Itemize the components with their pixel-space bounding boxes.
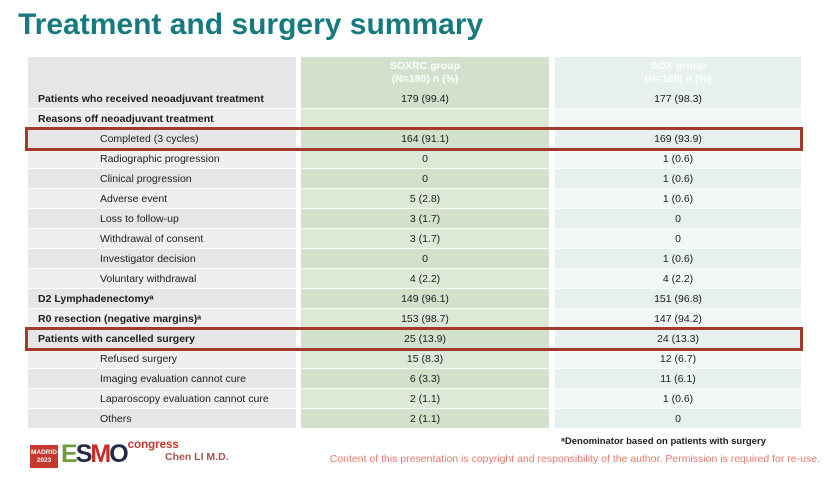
soxrc-group-name: SOXRC group [390, 59, 460, 72]
sox-value: 1 (0.6) [555, 249, 801, 269]
soxrc-value: 2 (1.1) [301, 409, 549, 429]
row-label: Loss to follow-up [28, 209, 296, 229]
esmo-congress-logo: MADRID 2023 ESMO congress [30, 439, 179, 468]
row-label: D2 Lymphadenectomyᵃ [28, 289, 296, 309]
sox-value: 4 (2.2) [555, 269, 801, 289]
esmo-letter-e: E [61, 440, 78, 468]
soxrc-value [301, 109, 549, 129]
esmo-letter-m: M [90, 440, 111, 468]
esmo-letter-o: O [109, 440, 129, 468]
esmo-letter-s: S [75, 440, 93, 468]
table-row: Radiographic progression 0 1 (0.6) [28, 149, 801, 169]
soxrc-value: 3 (1.7) [301, 229, 549, 249]
sox-value: 147 (94.2) [555, 309, 801, 329]
soxrc-value: 2 (1.1) [301, 389, 549, 409]
sox-group-n: (N=180) n (%) [644, 73, 712, 85]
sox-value: 1 (0.6) [555, 149, 801, 169]
row-label: Completed (3 cycles) [28, 129, 296, 149]
table-row: Refused surgery 15 (8.3) 12 (6.7) [28, 349, 801, 369]
table-row: Reasons off neoadjuvant treatment [28, 109, 801, 129]
row-label: Radiographic progression [28, 149, 296, 169]
row-label: Others [28, 409, 296, 429]
row-label: Patients who received neoadjuvant treatm… [28, 89, 296, 109]
soxrc-value: 0 [301, 149, 549, 169]
table-row-highlighted: Patients with cancelled surgery 25 (13.9… [25, 327, 803, 351]
row-label: Voluntary withdrawal [28, 269, 296, 289]
row-label: Laparoscopy evaluation cannot cure [28, 389, 296, 409]
table-row: Voluntary withdrawal 4 (2.2) 4 (2.2) [28, 269, 801, 289]
soxrc-value: 3 (1.7) [301, 209, 549, 229]
sox-value [555, 109, 801, 129]
esmo-wordmark: ESMO [61, 440, 129, 468]
sox-value: 24 (13.3) [555, 329, 801, 349]
table-body: Patients who received neoadjuvant treatm… [25, 89, 803, 429]
copyright-notice: Content of this presentation is copyrigh… [329, 453, 820, 465]
row-label: Patients with cancelled surgery [28, 329, 296, 349]
sox-value: 169 (93.9) [555, 129, 801, 149]
soxrc-value: 4 (2.2) [301, 269, 549, 289]
table-header-row: SOXRC group (N=180) n (%) SOX group (N=1… [28, 57, 801, 89]
sox-value: 151 (96.8) [555, 289, 801, 309]
badge-city: MADRID [31, 448, 57, 456]
table-row: Others 2 (1.1) 0 [28, 409, 801, 429]
header-empty-cell [28, 57, 296, 89]
soxrc-value: 179 (99.4) [301, 89, 549, 109]
soxrc-value: 6 (3.3) [301, 369, 549, 389]
table-row: Clinical progression 0 1 (0.6) [28, 169, 801, 189]
table-row: Adverse event 5 (2.8) 1 (0.6) [28, 189, 801, 209]
sox-value: 177 (98.3) [555, 89, 801, 109]
row-label: R0 resection (negative margins)ᵃ [28, 309, 296, 329]
badge-year: 2023 [36, 456, 52, 464]
table-row: Laparoscopy evaluation cannot cure 2 (1.… [28, 389, 801, 409]
soxrc-value: 0 [301, 249, 549, 269]
row-label: Adverse event [28, 189, 296, 209]
row-label: Reasons off neoadjuvant treatment [28, 109, 296, 129]
congress-label: congress [127, 439, 179, 451]
sox-value: 0 [555, 409, 801, 429]
sox-group-name: SOX group [650, 59, 706, 72]
table-row: Investigator decision 0 1 (0.6) [28, 249, 801, 269]
table-row: D2 Lymphadenectomyᵃ 149 (96.1) 151 (96.8… [28, 289, 801, 309]
header-soxrc-group: SOXRC group (N=180) n (%) [301, 57, 549, 89]
sox-value: 0 [555, 209, 801, 229]
sox-value: 12 (6.7) [555, 349, 801, 369]
table-row: Loss to follow-up 3 (1.7) 0 [28, 209, 801, 229]
author-name: Chen LI M.D. [165, 451, 229, 463]
denominator-footnote: ᵃDenominator based on patients with surg… [561, 436, 766, 447]
soxrc-value: 153 (98.7) [301, 309, 549, 329]
row-label: Investigator decision [28, 249, 296, 269]
row-label: Refused surgery [28, 349, 296, 369]
summary-table: SOXRC group (N=180) n (%) SOX group (N=1… [25, 57, 803, 429]
page-title: Treatment and surgery summary [18, 8, 484, 41]
madrid-2023-badge: MADRID 2023 [30, 445, 58, 468]
table-row: Patients who received neoadjuvant treatm… [28, 89, 801, 109]
row-label: Clinical progression [28, 169, 296, 189]
header-sox-group: SOX group (N=180) n (%) [555, 57, 801, 89]
sox-value: 1 (0.6) [555, 169, 801, 189]
table-row-highlighted: Completed (3 cycles) 164 (91.1) 169 (93.… [25, 127, 803, 151]
sox-value: 0 [555, 229, 801, 249]
sox-value: 11 (6.1) [555, 369, 801, 389]
soxrc-value: 25 (13.9) [301, 329, 549, 349]
soxrc-value: 164 (91.1) [301, 129, 549, 149]
table-row: Imaging evaluation cannot cure 6 (3.3) 1… [28, 369, 801, 389]
row-label: Withdrawal of consent [28, 229, 296, 249]
sox-value: 1 (0.6) [555, 389, 801, 409]
soxrc-value: 149 (96.1) [301, 289, 549, 309]
table-row: Withdrawal of consent 3 (1.7) 0 [28, 229, 801, 249]
soxrc-value: 0 [301, 169, 549, 189]
sox-value: 1 (0.6) [555, 189, 801, 209]
soxrc-value: 15 (8.3) [301, 349, 549, 369]
soxrc-group-n: (N=180) n (%) [391, 73, 459, 85]
soxrc-value: 5 (2.8) [301, 189, 549, 209]
row-label: Imaging evaluation cannot cure [28, 369, 296, 389]
table-row: R0 resection (negative margins)ᵃ 153 (98… [28, 309, 801, 329]
